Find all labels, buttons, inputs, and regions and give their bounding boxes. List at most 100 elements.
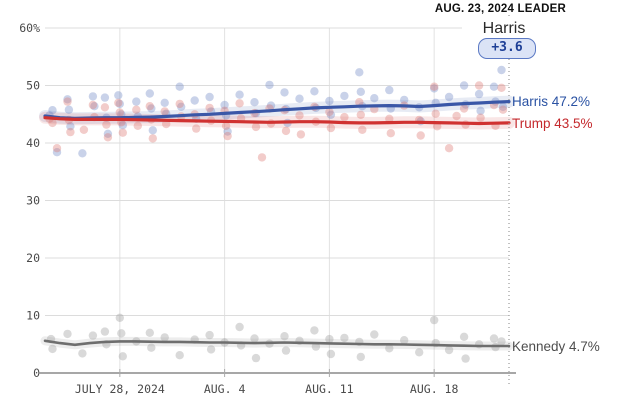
harris-poll-dot bbox=[250, 98, 259, 107]
trump-poll-dot bbox=[497, 83, 506, 93]
kennedy-poll-dot bbox=[497, 337, 506, 346]
kennedy-poll-dot bbox=[370, 330, 379, 339]
harris-poll-dot bbox=[90, 102, 99, 111]
trump-poll-dot bbox=[498, 105, 508, 114]
kennedy-poll-dot bbox=[310, 326, 319, 335]
harris-poll-dot bbox=[177, 102, 186, 112]
harris-poll-dot bbox=[66, 122, 75, 131]
kennedy-poll-dot bbox=[281, 346, 291, 355]
x-tick-label: AUG. 11 bbox=[305, 382, 354, 396]
trump-poll-dot bbox=[452, 111, 461, 121]
trump-poll-dot bbox=[340, 112, 349, 122]
harris-poll-dot bbox=[145, 89, 154, 98]
kennedy-poll-dot bbox=[160, 333, 169, 342]
trump-poll-dot bbox=[79, 125, 89, 134]
y-tick-label: 20 bbox=[26, 251, 40, 265]
kennedy-poll-dot bbox=[63, 329, 72, 339]
y-tick-label: 40 bbox=[26, 136, 40, 150]
kennedy-poll-dot bbox=[430, 315, 439, 325]
kennedy-poll-dot bbox=[415, 348, 424, 357]
trump-poll-dot bbox=[235, 99, 244, 108]
trump-poll-dot bbox=[474, 81, 484, 90]
harris-poll-dot bbox=[370, 94, 379, 103]
kennedy-poll-dot bbox=[145, 328, 154, 337]
series-label-trump: Trump 43.5% bbox=[512, 116, 593, 131]
harris-poll-dot bbox=[235, 90, 244, 99]
x-tick-label: JULY 28, 2024 bbox=[75, 382, 165, 396]
kennedy-poll-dot bbox=[326, 349, 336, 359]
kennedy-poll-dot bbox=[115, 313, 125, 322]
trump-trend-line bbox=[43, 116, 511, 126]
harris-poll-dot bbox=[265, 80, 274, 90]
trump-poll-dot bbox=[148, 134, 157, 143]
harris-poll-dot bbox=[115, 99, 125, 109]
kennedy-poll-dot bbox=[235, 322, 244, 332]
series-label-kennedy: Kennedy 4.7% bbox=[512, 339, 600, 354]
y-tick-label: 10 bbox=[26, 309, 40, 323]
trump-poll-dot bbox=[430, 82, 439, 91]
kennedy-poll-dot bbox=[340, 333, 349, 343]
trump-poll-dot bbox=[459, 104, 469, 113]
trump-poll-dot bbox=[281, 126, 291, 136]
harris-poll-dot bbox=[280, 88, 289, 97]
trump-poll-dot bbox=[118, 128, 128, 137]
trump-poll-dot bbox=[257, 153, 267, 162]
trump-poll-dot bbox=[52, 144, 62, 153]
kennedy-poll-dot bbox=[206, 345, 216, 354]
series-label-harris: Harris 47.2% bbox=[512, 94, 591, 109]
kennedy-poll-dot bbox=[461, 354, 470, 363]
kennedy-poll-dot bbox=[118, 352, 128, 361]
trump-poll-dot bbox=[358, 125, 367, 134]
kennedy-trend-line bbox=[43, 339, 511, 348]
leader-name: Harris bbox=[462, 19, 546, 38]
harris-poll-dot bbox=[444, 92, 454, 102]
harris-poll-dot bbox=[326, 110, 336, 120]
harris-poll-dot bbox=[52, 148, 62, 157]
leader-margin-badge: +3.6 bbox=[478, 38, 536, 59]
kennedy-poll-dot bbox=[175, 351, 184, 360]
x-tick-label: AUG. 18 bbox=[410, 382, 459, 396]
harris-poll-dot bbox=[325, 96, 334, 106]
kennedy-poll-dot bbox=[444, 345, 454, 355]
trump-poll-dot bbox=[295, 111, 304, 120]
harris-poll-dot bbox=[114, 91, 123, 100]
trump-poll-dot bbox=[100, 103, 110, 112]
harris-poll-dot bbox=[220, 100, 229, 110]
harris-poll-dot bbox=[430, 84, 439, 93]
trump-poll-dot bbox=[223, 131, 232, 141]
trump-poll-dot bbox=[132, 105, 141, 114]
kennedy-poll-dot bbox=[280, 332, 289, 341]
harris-poll-dot bbox=[205, 92, 214, 102]
harris-poll-dot bbox=[48, 106, 57, 115]
harris-poll-dot bbox=[88, 92, 98, 101]
trump-poll-dot bbox=[416, 131, 425, 140]
harris-poll-dot bbox=[340, 91, 349, 101]
harris-poll-dot bbox=[103, 129, 113, 138]
kennedy-poll-dot bbox=[400, 336, 409, 345]
kennedy-poll-dot bbox=[117, 329, 126, 338]
trump-poll-dot bbox=[325, 107, 334, 117]
kennedy-poll-dot bbox=[356, 352, 365, 362]
trump-poll-dot bbox=[63, 97, 72, 106]
harris-poll-dot bbox=[160, 98, 169, 108]
kennedy-poll-dot bbox=[385, 344, 394, 353]
harris-poll-dot bbox=[78, 149, 87, 158]
kennedy-poll-dot bbox=[459, 332, 469, 341]
trump-poll-dot bbox=[205, 103, 214, 113]
harris-trend-line bbox=[43, 99, 511, 120]
trump-poll-dot bbox=[386, 129, 395, 138]
harris-poll-dot bbox=[474, 89, 484, 99]
trump-poll-dot bbox=[133, 121, 142, 130]
y-tick-label: 60% bbox=[19, 21, 40, 35]
trump-poll-dot bbox=[385, 114, 394, 124]
harris-poll-dot bbox=[459, 81, 469, 90]
trump-poll-dot bbox=[160, 107, 169, 116]
kennedy-poll-dot bbox=[88, 331, 98, 340]
harris-poll-dot bbox=[497, 65, 506, 75]
kennedy-poll-dot bbox=[78, 349, 87, 358]
trump-poll-dot bbox=[115, 108, 125, 117]
kennedy-poll-dot bbox=[251, 353, 261, 363]
kennedy-poll-dot bbox=[147, 343, 156, 352]
